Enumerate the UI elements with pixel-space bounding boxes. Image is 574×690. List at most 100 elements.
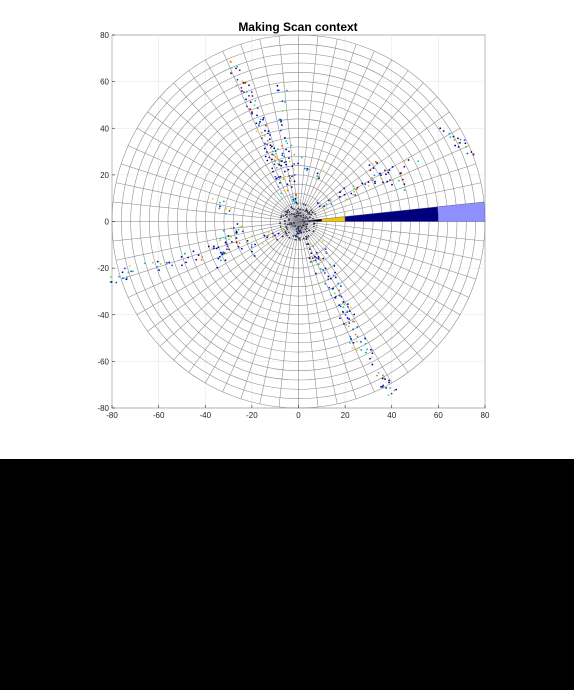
data-point	[395, 388, 398, 391]
polar-spoke	[298, 163, 476, 222]
data-point	[310, 252, 313, 255]
data-point	[377, 371, 380, 374]
data-point	[240, 90, 243, 92]
data-point	[221, 253, 224, 256]
data-point	[263, 234, 266, 237]
polar-spoke	[298, 221, 357, 399]
data-point	[290, 213, 293, 215]
data-point	[294, 200, 296, 203]
data-point	[467, 143, 470, 146]
data-point	[304, 217, 307, 219]
data-point	[230, 72, 232, 75]
data-point	[256, 107, 259, 110]
data-point	[232, 226, 235, 229]
x-tick-label: -40	[199, 411, 211, 420]
data-point	[299, 231, 302, 234]
polar-spoke	[298, 221, 438, 347]
data-point	[279, 222, 282, 224]
polar-spoke	[128, 221, 299, 298]
data-point	[279, 129, 282, 132]
data-point	[302, 219, 304, 221]
data-point	[470, 151, 473, 153]
data-point	[276, 89, 279, 92]
polar-spoke	[188, 221, 299, 373]
data-point	[225, 207, 227, 210]
data-point	[192, 250, 195, 253]
data-point	[280, 120, 282, 123]
data-point	[265, 125, 268, 128]
polar-spoke	[298, 221, 319, 408]
data-point	[329, 199, 332, 201]
data-point	[281, 152, 284, 155]
polar-spoke	[222, 51, 299, 222]
data-point	[282, 176, 285, 179]
data-point	[195, 258, 198, 261]
data-point	[306, 217, 309, 220]
data-point	[311, 261, 314, 263]
polar-spoke	[240, 44, 299, 222]
data-point	[286, 211, 289, 214]
data-point	[251, 111, 253, 114]
data-point	[354, 333, 357, 336]
data-point	[389, 179, 391, 181]
data-point	[226, 245, 229, 248]
data-point	[314, 255, 316, 258]
data-point	[291, 196, 294, 198]
polar-spoke	[259, 39, 299, 222]
data-point	[304, 223, 307, 226]
data-point	[299, 239, 301, 241]
data-point	[453, 139, 456, 141]
data-point	[110, 281, 113, 283]
data-point	[277, 162, 280, 165]
data-point	[380, 177, 383, 180]
data-point	[279, 175, 282, 178]
polar-spoke	[298, 145, 469, 222]
data-point	[283, 161, 286, 164]
data-point	[132, 270, 134, 273]
polar-spoke	[205, 221, 299, 384]
data-point	[391, 183, 393, 186]
data-point	[299, 212, 302, 214]
data-point	[340, 285, 342, 288]
data-point	[271, 235, 274, 238]
data-point	[285, 160, 287, 163]
data-point	[352, 185, 355, 188]
data-point	[305, 230, 308, 233]
data-point	[333, 265, 336, 267]
data-point	[219, 239, 221, 242]
data-point	[316, 172, 319, 175]
data-point	[230, 66, 233, 69]
data-point	[211, 247, 214, 250]
data-point	[343, 193, 346, 196]
data-point	[350, 338, 352, 340]
data-point	[338, 317, 341, 320]
data-point	[315, 251, 318, 254]
data-point	[322, 269, 325, 271]
data-point	[318, 205, 321, 208]
data-point	[304, 238, 307, 241]
data-point	[262, 117, 265, 119]
data-point	[303, 220, 305, 223]
y-tick-label: -60	[97, 357, 109, 366]
data-point	[293, 163, 296, 165]
data-point	[339, 191, 341, 194]
data-point	[346, 317, 349, 319]
data-point	[328, 286, 331, 289]
x-tick-label: -80	[106, 411, 118, 420]
data-point	[459, 138, 462, 141]
data-point	[256, 114, 258, 117]
data-point	[286, 215, 288, 218]
data-point	[403, 189, 406, 192]
data-point	[297, 212, 300, 215]
polar-spoke	[298, 59, 392, 222]
data-point	[388, 381, 390, 384]
polar-spoke	[298, 44, 357, 222]
data-point	[356, 326, 359, 328]
data-point	[323, 272, 326, 274]
data-point	[298, 232, 300, 235]
data-point	[324, 282, 327, 285]
data-point	[235, 67, 237, 70]
data-point	[168, 261, 171, 264]
data-point	[304, 210, 306, 212]
axis-ticks: -80 -60 -40 -20 0 20 40 60 80 -80 -60 -40 -20 0 20 40 60…	[97, 31, 490, 420]
